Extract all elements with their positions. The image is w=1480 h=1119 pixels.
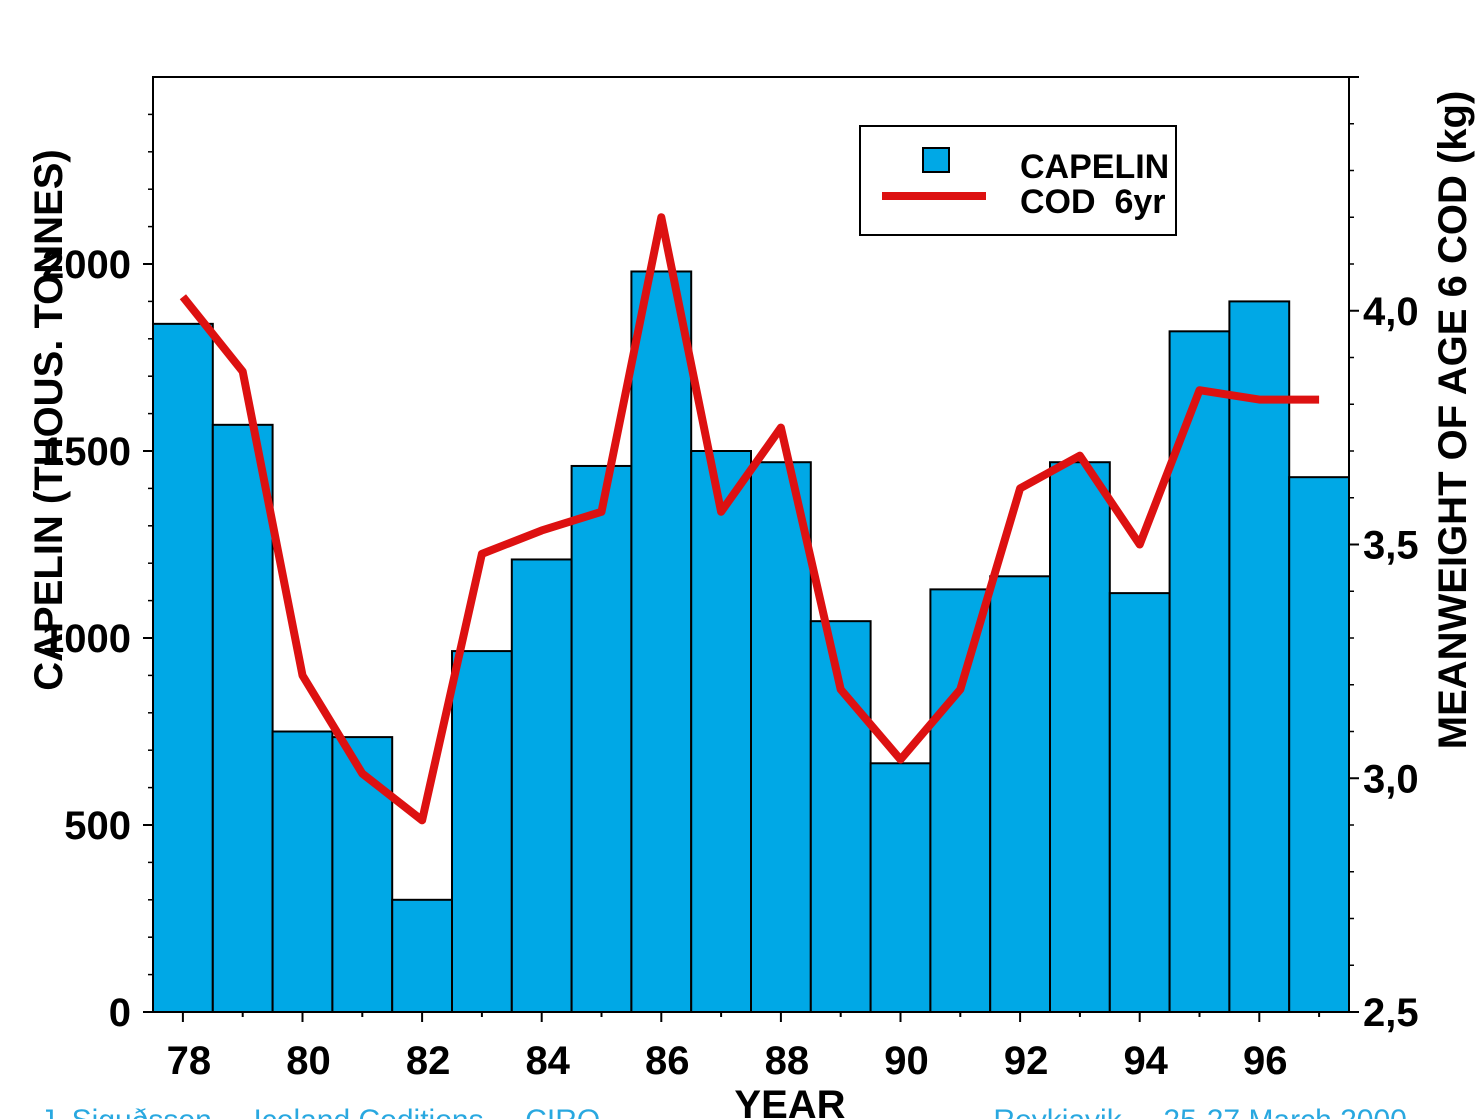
- right-axis-title: MEANWEIGHT OF AGE 6 COD (kg): [1431, 91, 1475, 750]
- right-tick-label: 4,0: [1363, 290, 1419, 334]
- x-tick-label: 86: [645, 1039, 690, 1083]
- legend: CAPELIN COD 6yr: [859, 125, 1177, 236]
- capelin-bar-85: [570, 464, 633, 1013]
- capelin-bar-82: [391, 898, 454, 1013]
- capelin-bar-79: [211, 423, 274, 1013]
- capelin-bar-78: [152, 322, 214, 1013]
- x-axis-ticks: 78 80 82 84 86 88 90 92 94 96: [167, 1012, 1321, 1083]
- right-tick-label: 3,0: [1363, 757, 1419, 801]
- legend-capelin-swatch: [922, 147, 950, 173]
- capelin-bars: [152, 270, 1350, 1014]
- left-axis-title: CAPELIN (THOUS. TONNES): [27, 149, 71, 691]
- capelin-bar-93: [1049, 461, 1111, 1014]
- x-tick-label: 88: [765, 1039, 810, 1083]
- right-tick-label: 3,5: [1363, 524, 1419, 568]
- capelin-bar-80: [271, 730, 334, 1013]
- legend-capelin-label: CAPELIN: [1020, 148, 1169, 186]
- x-tick-label: 84: [525, 1039, 570, 1083]
- capelin-bar-91: [929, 588, 992, 1013]
- left-tick-label: 1000: [42, 617, 131, 661]
- footer-left: J. Siguðsson ... Iceland Coditions ... C…: [40, 1104, 634, 1119]
- left-tick-label: 2000: [42, 243, 131, 287]
- capelin-bar-87: [690, 450, 753, 1013]
- left-tick-label: 0: [109, 991, 131, 1035]
- legend-cod-label: COD 6yr: [1020, 183, 1166, 221]
- left-axis-ticks: 0 500 1000 1500 2000: [42, 113, 153, 1035]
- capelin-bar-88: [750, 461, 812, 1014]
- capelin-bar-92: [989, 575, 1052, 1013]
- right-tick-label: 2,5: [1363, 991, 1419, 1035]
- legend-box: [859, 125, 1177, 236]
- left-tick-label: 500: [64, 804, 131, 848]
- x-tick-label: 94: [1123, 1039, 1168, 1083]
- x-tick-label: 96: [1243, 1039, 1288, 1083]
- x-axis-title: YEAR: [734, 1083, 845, 1119]
- x-tick-label: 78: [167, 1039, 212, 1083]
- x-tick-label: 82: [406, 1039, 451, 1083]
- x-tick-label: 90: [884, 1039, 929, 1083]
- capelin-bar-96: [1228, 300, 1291, 1013]
- capelin-bar-90: [869, 762, 932, 1013]
- capelin-bar-86: [630, 270, 693, 1014]
- capelin-bar-83: [451, 650, 513, 1014]
- cod-line: [179, 213, 1320, 825]
- capelin-bar-97: [1288, 476, 1350, 1013]
- left-tick-label: 1500: [42, 430, 131, 474]
- x-tick-label: 80: [286, 1039, 331, 1083]
- capelin-bar-81: [331, 736, 394, 1013]
- x-tick-label: 92: [1004, 1039, 1049, 1083]
- capelin-bar-94: [1108, 592, 1171, 1013]
- capelin-bar-84: [510, 558, 573, 1014]
- right-axis-ticks: 2,5 3,0 3,5 4,0: [1349, 76, 1419, 1035]
- footer-right: ... Reykjavik ... 25-27 March 2000: [960, 1104, 1407, 1119]
